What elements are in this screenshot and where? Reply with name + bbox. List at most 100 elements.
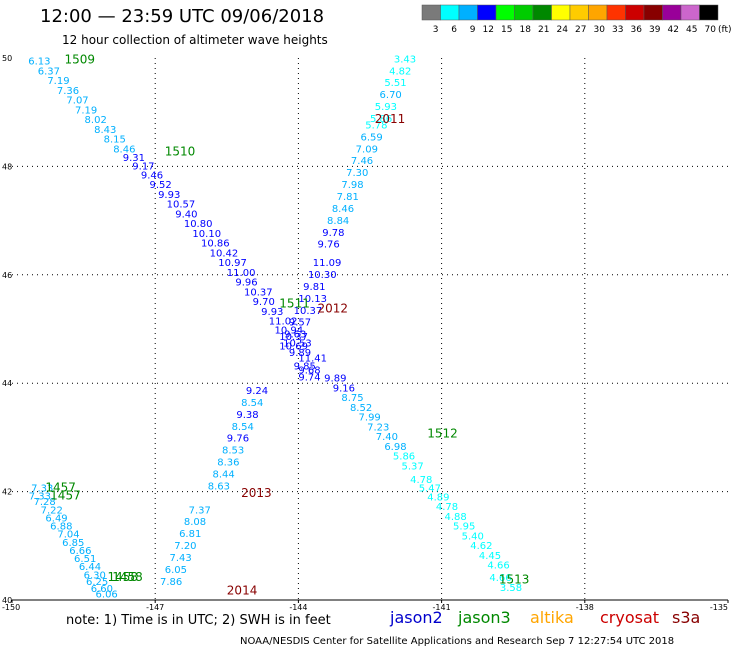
swh-value: 8.75 [341, 393, 363, 404]
y-tick-label: 40 [2, 596, 12, 605]
swh-value: 4.62 [470, 541, 492, 552]
mission-label: jason2 [390, 608, 443, 627]
swh-value: 7.99 [359, 413, 381, 424]
x-tick-label: -147 [146, 603, 164, 612]
swh-value: 9.89 [324, 374, 346, 385]
swh-value: 4.45 [479, 551, 501, 562]
swh-value: 5.95 [453, 522, 475, 533]
swh-value: 10.57 [167, 200, 196, 211]
mission-label: cryosat [600, 608, 660, 627]
swh-value: 5.37 [402, 461, 424, 472]
footer-note: note: 1) Time is in UTC; 2) SWH is in fe… [66, 613, 331, 628]
swh-value: 6.51 [74, 554, 96, 565]
swh-value: 4.78 [410, 475, 432, 486]
swh-value: 11.09 [313, 258, 342, 269]
altimeter-tracks: 6.136.377.197.367.077.198.028.438.158.46… [28, 54, 522, 600]
swh-value: 6.66 [69, 546, 91, 557]
colorbar-swatch [532, 4, 552, 21]
colorbar-swatch [662, 4, 682, 21]
colorbar-swatch [440, 4, 460, 21]
swh-value: 7.86 [160, 577, 182, 588]
page-subtitle: 12 hour collection of altimeter wave hei… [62, 33, 328, 47]
swh-value: 7.09 [356, 144, 378, 155]
swh-value: 8.63 [208, 481, 230, 492]
swh-value: 9.40 [175, 209, 197, 220]
swh-value: 10.30 [308, 270, 337, 281]
swh-value: 10.97 [218, 258, 247, 269]
swh-value: 7.33 [31, 484, 53, 495]
pass-number: 2013 [241, 486, 272, 500]
swh-value: 6.60 [91, 584, 113, 595]
colorbar-label: 39 [649, 25, 661, 35]
swh-value: 9.96 [235, 278, 257, 289]
colorbar-swatch [699, 4, 719, 21]
mission-label: jason3 [458, 608, 511, 627]
swh-value: 3.43 [394, 54, 416, 65]
pass-number: 2011 [375, 112, 406, 126]
swh-value: 6.30 [84, 570, 106, 581]
swh-value: 6.70 [380, 90, 402, 101]
swh-value: 4.78 [436, 502, 458, 513]
colorbar-label: 30 [594, 25, 606, 35]
colorbar-swatch [569, 4, 589, 21]
pass-number: 1509 [65, 52, 96, 66]
pass-number: 1510 [165, 145, 196, 159]
swh-value: 10.80 [184, 219, 213, 230]
swh-value: 8.54 [232, 422, 254, 433]
swh-value: 7.33 [29, 492, 51, 503]
swh-value: 7.28 [33, 497, 55, 508]
swh-value: 9.17 [132, 162, 154, 173]
swh-value: 7.36 [57, 86, 79, 97]
swh-value: 5.51 [384, 78, 406, 89]
swh-value: 6.05 [165, 565, 187, 576]
swh-value: 5.93 [375, 102, 397, 113]
swh-value: 6.88 [50, 522, 72, 533]
map-ticks: -150 -147 -144 -141 -138 -135 50 48 46 44 42 40 [2, 54, 729, 612]
swh-value: 10.10 [192, 229, 221, 240]
swh-value: 9.57 [289, 318, 311, 329]
pass-number: 1511 [279, 296, 310, 310]
swh-value: 8.08 [184, 517, 206, 528]
swh-value: 9.81 [303, 282, 325, 293]
swh-value: 9.31 [123, 153, 145, 164]
colorbar-swatch [606, 4, 626, 21]
swh-value: 7.07 [66, 96, 88, 107]
swh-value: 10.37 [244, 287, 273, 298]
swh-value: 8.36 [217, 458, 239, 469]
swh-value: 10.86 [201, 239, 230, 250]
colorbar-label: 36 [631, 25, 643, 35]
swh-value: 9.46 [141, 170, 163, 181]
swh-value: 7.20 [174, 541, 196, 552]
swh-value: 3.58 [500, 583, 522, 594]
swh-value: 8.15 [104, 135, 126, 146]
swh-value: 7.23 [367, 422, 389, 433]
swh-value: 9.89 [289, 348, 311, 359]
colorbar-swatch [477, 4, 497, 21]
swh-value: 10.13 [298, 294, 327, 305]
swh-value: 11.02 [269, 317, 298, 328]
swh-value: 9.16 [333, 383, 355, 394]
swh-value: 8.43 [94, 125, 116, 136]
colorbar-unit: (ft) [718, 25, 732, 35]
swh-value: 8.46 [113, 144, 135, 155]
swh-value: 8.52 [350, 403, 372, 414]
swh-value: 4.88 [444, 512, 466, 523]
colorbar-label: 9 [470, 25, 476, 35]
swh-value: 5.86 [393, 452, 415, 463]
y-tick-label: 48 [2, 162, 12, 171]
colorbar-swatch [421, 4, 441, 21]
swh-value: 9.93 [158, 190, 180, 201]
swh-value: 9.93 [261, 307, 283, 318]
swh-value: 7.46 [351, 156, 373, 167]
swh-value: 4.89 [427, 492, 449, 503]
swh-value: 8.44 [212, 470, 234, 481]
swh-value: 4.66 [489, 573, 511, 584]
colorbar-label: 18 [520, 25, 532, 35]
colorbar-label: 27 [575, 25, 586, 35]
colorbar-label: 6 [451, 25, 457, 35]
y-tick-label: 46 [2, 271, 12, 280]
colorbar-label: 45 [686, 25, 697, 35]
swh-value: 7.19 [75, 105, 97, 116]
